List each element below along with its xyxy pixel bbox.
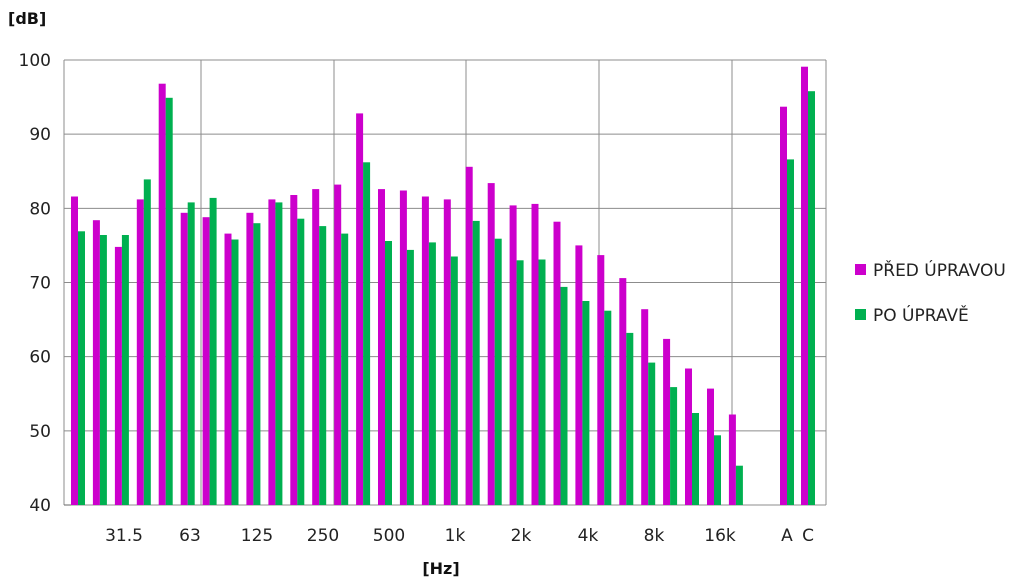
bar-after bbox=[143, 179, 151, 505]
bar-after bbox=[385, 241, 392, 505]
bar-before bbox=[180, 212, 188, 506]
bar-after bbox=[648, 362, 656, 505]
bar-before bbox=[443, 199, 451, 505]
bar-after bbox=[428, 242, 436, 505]
bar-before bbox=[780, 106, 787, 505]
bar-before bbox=[707, 388, 714, 505]
bar-before bbox=[509, 205, 517, 505]
bar-after bbox=[560, 286, 568, 505]
x-tick-label: 4k bbox=[578, 526, 599, 546]
y-axis-ticks: 40 50 60 70 80 90 100 bbox=[19, 51, 51, 516]
bar-after bbox=[494, 238, 502, 505]
y-tick-label: 40 bbox=[29, 496, 51, 516]
x-axis-title: [Hz] bbox=[422, 559, 459, 578]
bar-before bbox=[356, 113, 364, 506]
bar-after bbox=[787, 159, 794, 505]
x-tick-label: 2k bbox=[511, 526, 532, 546]
bar-after bbox=[538, 259, 546, 505]
bar-before bbox=[553, 221, 561, 505]
x-tick-label: 31.5 bbox=[105, 526, 143, 546]
bar-after bbox=[187, 202, 195, 505]
bar-after bbox=[692, 413, 699, 505]
bar-before bbox=[801, 66, 808, 505]
bar-before bbox=[663, 338, 671, 505]
bar-after bbox=[472, 220, 480, 505]
y-tick-label: 70 bbox=[29, 274, 51, 294]
bar-after bbox=[78, 231, 85, 506]
bar-before bbox=[114, 246, 122, 505]
x-tick-label: 16k bbox=[704, 526, 736, 546]
bar-after bbox=[714, 435, 721, 505]
bar-before bbox=[685, 368, 692, 505]
bar-after bbox=[808, 91, 815, 505]
bar-after bbox=[406, 249, 414, 505]
legend-swatch-after bbox=[855, 309, 866, 320]
bar-after bbox=[582, 301, 590, 505]
bar-before bbox=[597, 255, 605, 505]
x-tick-label: C bbox=[802, 526, 814, 546]
bar-before bbox=[224, 233, 232, 505]
bar-after bbox=[275, 202, 283, 505]
x-tick-label: 1k bbox=[445, 526, 466, 546]
bar-before bbox=[312, 189, 320, 505]
x-tick-label: 500 bbox=[373, 526, 405, 546]
bar-before bbox=[334, 184, 342, 505]
bar-after bbox=[670, 387, 678, 505]
bar-before bbox=[531, 203, 539, 505]
x-tick-label: 125 bbox=[241, 526, 273, 546]
bar-before bbox=[378, 189, 385, 505]
bar-before bbox=[268, 199, 276, 505]
bar-before bbox=[202, 217, 210, 505]
bar-after bbox=[253, 223, 261, 505]
bar-after bbox=[231, 239, 239, 505]
bar-after bbox=[363, 162, 371, 506]
bar-before bbox=[71, 196, 78, 505]
bar-after bbox=[165, 97, 173, 506]
y-tick-label: 100 bbox=[19, 51, 51, 71]
legend-label-before: PŘED ÚPRAVOU bbox=[873, 259, 1006, 281]
x-tick-label: 63 bbox=[179, 526, 201, 546]
x-tick-label: 8k bbox=[644, 526, 665, 546]
bar-after bbox=[99, 235, 107, 505]
bar-after bbox=[209, 197, 217, 505]
legend-swatch-before bbox=[855, 264, 866, 275]
bar-before bbox=[136, 199, 144, 505]
bar-after bbox=[297, 218, 305, 505]
legend-label-after: PO ÚPRAVĚ bbox=[873, 304, 969, 326]
bar-before bbox=[399, 190, 407, 505]
bar-after bbox=[341, 233, 349, 505]
y-tick-label: 60 bbox=[29, 348, 51, 368]
bar-before bbox=[487, 183, 495, 505]
legend: PŘED ÚPRAVOU PO ÚPRAVĚ bbox=[855, 259, 1006, 326]
y-axis-title: [dB] bbox=[8, 9, 46, 28]
bar-before bbox=[290, 195, 298, 505]
y-tick-label: 80 bbox=[29, 199, 51, 219]
bar-after bbox=[121, 235, 129, 505]
bar-before bbox=[246, 212, 254, 506]
bar-after bbox=[319, 226, 327, 505]
bar-before bbox=[92, 220, 100, 505]
bar-before bbox=[619, 278, 627, 505]
bars bbox=[71, 66, 815, 506]
bar-before bbox=[728, 414, 736, 505]
x-axis-ticks: 31.5 63 125 250 500 1k 2k 4k 8k 16k A C bbox=[105, 526, 814, 546]
y-tick-label: 90 bbox=[29, 125, 51, 145]
bar-after bbox=[735, 465, 743, 505]
x-tick-label: A bbox=[781, 526, 793, 546]
x-tick-label: 250 bbox=[307, 526, 339, 546]
bar-after bbox=[626, 332, 634, 505]
bar-after bbox=[516, 260, 524, 506]
bar-after bbox=[450, 256, 458, 505]
bar-before bbox=[158, 83, 166, 505]
bar-after bbox=[604, 310, 612, 505]
bar-before bbox=[421, 196, 429, 505]
bar-before bbox=[641, 309, 649, 505]
bar-before bbox=[465, 166, 473, 506]
y-tick-label: 50 bbox=[29, 422, 51, 442]
bar-before bbox=[575, 245, 583, 505]
